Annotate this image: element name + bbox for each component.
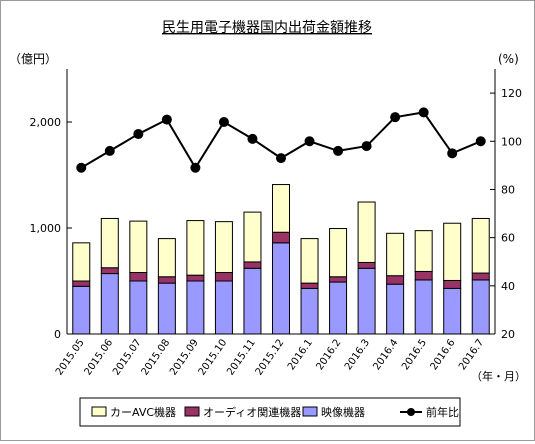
bar-segment [386, 283, 405, 335]
x-tick-label: 2016.7 [457, 337, 486, 372]
bar-segment [300, 282, 319, 289]
bar-segment [129, 272, 148, 282]
legend-label: オーディオ関連機器 [203, 405, 301, 419]
bar-segment [186, 274, 205, 282]
bar-segment [386, 232, 405, 277]
left-axis-unit: （億円） [9, 52, 57, 66]
bar-segment [329, 276, 348, 283]
left-tick-label: 1,000 [30, 222, 62, 235]
chart-title: 民生用電子機器国内出荷金額推移 [162, 20, 372, 36]
right-tick-label: 120 [501, 87, 522, 100]
right-tick-label: 40 [501, 280, 515, 293]
left-tick-label: 2,000 [30, 116, 62, 129]
line-point [361, 141, 372, 152]
bar-segment [329, 281, 348, 335]
bar-segment [300, 287, 319, 335]
left-tick-label: 0 [54, 328, 61, 341]
plot-area: 01,0002,000204060801001202015.052015.062… [30, 69, 522, 378]
bar-segment [157, 238, 176, 278]
bar-segment [186, 220, 205, 276]
bar-segment [443, 287, 462, 335]
bar-segment [357, 261, 376, 269]
line-point [247, 133, 258, 144]
legend-label: カーAVC機器 [110, 405, 176, 419]
bar-segment [272, 231, 290, 244]
x-tick-label: 2016.6 [429, 337, 458, 372]
x-axis-unit: （年・月） [471, 369, 526, 383]
legend-swatch [91, 406, 107, 417]
legend-marker [407, 408, 415, 416]
bar-segment [72, 285, 91, 335]
bar-segment [471, 279, 490, 335]
right-axis-unit: (%) [498, 52, 519, 66]
bar-segment [72, 242, 91, 282]
bar-segment [129, 280, 148, 335]
x-tick-label: 2016.5 [400, 337, 429, 372]
bar-segment [414, 279, 433, 335]
bar-segment [471, 272, 490, 281]
bar-segment [129, 220, 148, 274]
x-tick-label: 2015.12 [254, 337, 287, 377]
bar-segment [443, 279, 462, 289]
bar-segment [214, 221, 233, 274]
line-point [76, 162, 87, 173]
bar-segment [214, 280, 233, 335]
bar-segment [186, 280, 205, 335]
legend-swatch [184, 406, 200, 417]
legend-label: 前年比 [426, 405, 459, 419]
line-point [104, 145, 115, 156]
right-tick-label: 80 [501, 183, 515, 196]
bar-segment [214, 272, 233, 282]
right-tick-label: 60 [501, 232, 515, 245]
right-tick-label: 100 [501, 135, 522, 148]
line-point [276, 153, 286, 164]
line-point [304, 136, 315, 147]
bar-segment [243, 261, 262, 269]
line-point [190, 162, 201, 173]
bar-segment [100, 273, 119, 335]
line-point [333, 145, 344, 156]
bar-segment [329, 228, 348, 278]
bar-segment [272, 184, 290, 233]
bar-segment [272, 242, 290, 335]
line-point [418, 107, 429, 118]
bar-segment [243, 211, 262, 263]
bar-segment [443, 222, 462, 281]
x-tick-label: 2016.4 [372, 337, 401, 372]
line-point [390, 112, 401, 123]
bar-segment [300, 238, 319, 284]
bar-segment [414, 270, 433, 281]
line-point [475, 136, 486, 147]
bar-segment [414, 230, 433, 272]
bar-segment [357, 201, 376, 263]
x-tick-label: 2016.1 [286, 337, 315, 372]
bar-segment [100, 217, 119, 269]
bar-segment [100, 267, 119, 275]
bar-segment [157, 282, 176, 335]
right-tick-label: 20 [501, 328, 515, 341]
legend-swatch [302, 406, 318, 417]
legend-box [79, 397, 461, 427]
bar-segment [157, 276, 176, 284]
x-tick-label: 2016.2 [314, 337, 343, 372]
legend-label: 映像機器 [321, 405, 365, 419]
legend: カーAVC機器 オーディオ関連機器 映像機器 前年比 [91, 405, 459, 419]
bar-segment [386, 275, 405, 285]
bar-segment [357, 267, 376, 335]
bar-segment [243, 267, 262, 335]
bar-segment [72, 280, 91, 287]
bar-segment [471, 217, 490, 274]
line-point [447, 148, 458, 159]
line-point [218, 117, 229, 127]
x-tick-label: 2016.3 [343, 337, 372, 372]
line-point [161, 114, 172, 125]
line-point [133, 129, 144, 140]
